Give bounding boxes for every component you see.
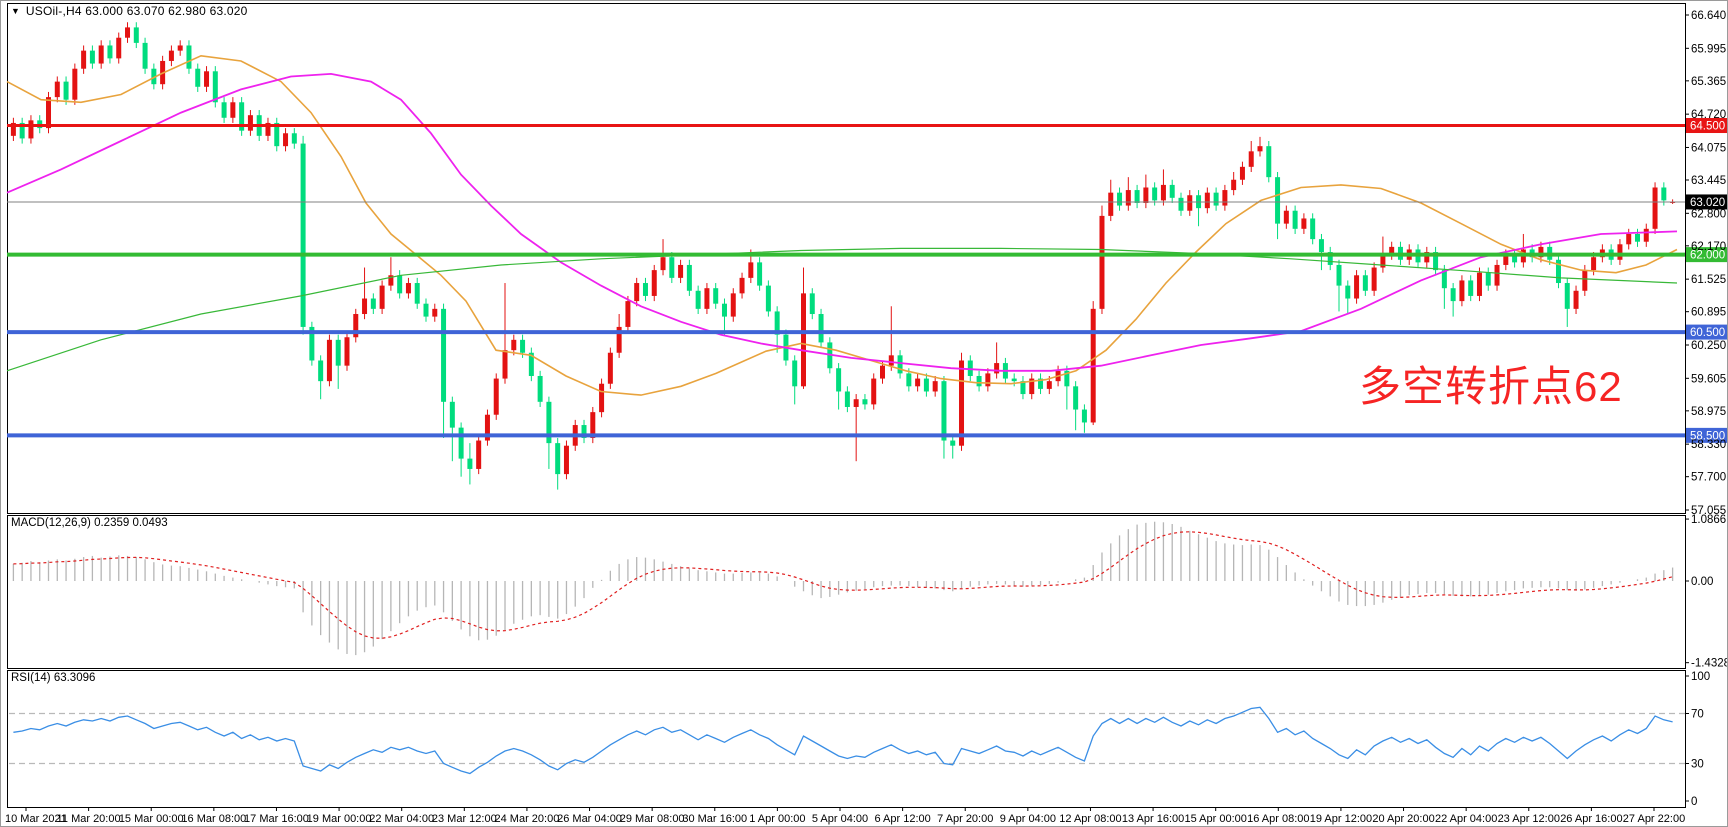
macd-histogram	[12, 521, 1674, 656]
ma-fast-orange	[6, 54, 1678, 396]
time-tick-label: 29 Mar 08:00	[620, 813, 685, 825]
rsi-tick-label: 30	[1691, 759, 1704, 771]
time-tick-label: 22 Mar 04:00	[369, 813, 434, 825]
time-tick-label: 12 Apr 08:00	[1059, 813, 1121, 825]
time-tick-label: 24 Mar 20:00	[495, 813, 560, 825]
time-tick-label: 16 Apr 08:00	[1247, 813, 1309, 825]
macd-tick-label: -1.4328	[1691, 658, 1728, 670]
price-tick-label: 62.800	[1691, 208, 1726, 220]
annotation-text: 多空转折点62	[1359, 363, 1623, 410]
current-price-line: 63.020	[7, 194, 1727, 210]
time-tick-label: 30 Mar 16:00	[682, 813, 747, 825]
price-tick-label: 64.720	[1691, 109, 1726, 121]
price-tick-label: 60.895	[1691, 307, 1726, 319]
time-tick-label: 19 Apr 12:00	[1310, 813, 1372, 825]
time-tick-label: 15 Apr 00:00	[1184, 813, 1246, 825]
time-tick-label: 7 Apr 20:00	[937, 813, 993, 825]
price-tick-label: 65.365	[1691, 76, 1726, 88]
time-tick-label: 9 Apr 04:00	[1000, 813, 1056, 825]
time-tick-label: 23 Apr 12:00	[1498, 813, 1560, 825]
time-tick-label: 16 Mar 08:00	[181, 813, 246, 825]
price-tick-label: 62.170	[1691, 241, 1726, 253]
time-tick-label: 26 Mar 04:00	[557, 813, 622, 825]
rsi-tick-label: 100	[1691, 671, 1710, 683]
time-tick-label: 17 Mar 16:00	[244, 813, 309, 825]
price-tick-label: 66.640	[1691, 10, 1726, 22]
price-line-label: 64.500	[1690, 121, 1725, 133]
price-line-label: 62.000	[1690, 250, 1725, 262]
macd-signal	[13, 531, 1673, 639]
macd-tick-label: 1.0866	[1691, 514, 1726, 526]
chart-title-bar: ▼ USOil-,H4 63.000 63.070 62.980 63.020	[11, 4, 247, 18]
time-tick-label: 1 Apr 00:00	[749, 813, 805, 825]
price-tick-label: 63.445	[1691, 175, 1726, 187]
macd-label: MACD(12,26,9) 0.2359 0.0493	[11, 517, 168, 529]
rsi-tick-label: 0	[1691, 796, 1697, 808]
price-tick-label: 57.700	[1691, 472, 1726, 484]
time-tick-label: 11 Mar 20:00	[57, 813, 121, 825]
ma-long-green	[6, 247, 1678, 372]
time-tick-label: 26 Apr 16:00	[1560, 813, 1622, 825]
time-tick-label: 10 Mar 2021	[5, 813, 67, 825]
rsi-tick-label: 70	[1691, 709, 1704, 721]
chart-title: USOil-,H4 63.000 63.070 62.980 63.020	[25, 4, 248, 18]
ma-slow-magenta	[6, 72, 1678, 372]
price-tick-label: 65.995	[1691, 43, 1726, 55]
price-tick-label: 59.605	[1691, 373, 1726, 385]
time-tick-label: 22 Apr 04:00	[1435, 813, 1497, 825]
price-line-label: 60.500	[1690, 327, 1725, 339]
time-tick-label: 20 Apr 20:00	[1372, 813, 1434, 825]
price-tick-label: 60.250	[1691, 340, 1726, 352]
time-tick-label: 19 Mar 00:00	[307, 813, 372, 825]
rsi-label: RSI(14) 63.3096	[11, 672, 96, 684]
symbol-dropdown-icon[interactable]: ▼	[11, 6, 20, 16]
macd-tick-label: 0.00	[1691, 576, 1713, 588]
price-tick-label: 58.330	[1691, 439, 1726, 451]
price-tick-label: 61.525	[1691, 274, 1726, 286]
price-line-label: 58.500	[1690, 430, 1725, 442]
rsi-line	[13, 706, 1673, 775]
pane-borders	[7, 3, 1686, 808]
level-lines: 64.500 62.000 60.500 58.500	[7, 118, 1727, 443]
rsi-axis: 100 70 30 0	[1685, 671, 1710, 808]
time-tick-label: 15 Mar 00:00	[119, 813, 184, 825]
rsi-levels	[9, 712, 1685, 765]
price-tick-label: 58.975	[1691, 406, 1726, 418]
macd-axis: 1.0866 0.00 -1.4328	[1685, 514, 1728, 670]
price-tick-label: 57.055	[1691, 505, 1726, 517]
time-tick-label: 13 Apr 16:00	[1122, 813, 1184, 825]
time-tick-label: 5 Apr 04:00	[812, 813, 868, 825]
price-line-label: 63.020	[1690, 197, 1725, 209]
time-tick-label: 23 Mar 12:00	[432, 813, 497, 825]
time-tick-label: 6 Apr 12:00	[874, 813, 930, 825]
price-tick-label: 64.075	[1691, 142, 1726, 154]
price-axis: 66.640 65.995 65.365 64.720 64.075 63.445 62.8…	[1685, 10, 1726, 517]
time-tick-label: 27 Apr 22:00	[1623, 813, 1685, 825]
